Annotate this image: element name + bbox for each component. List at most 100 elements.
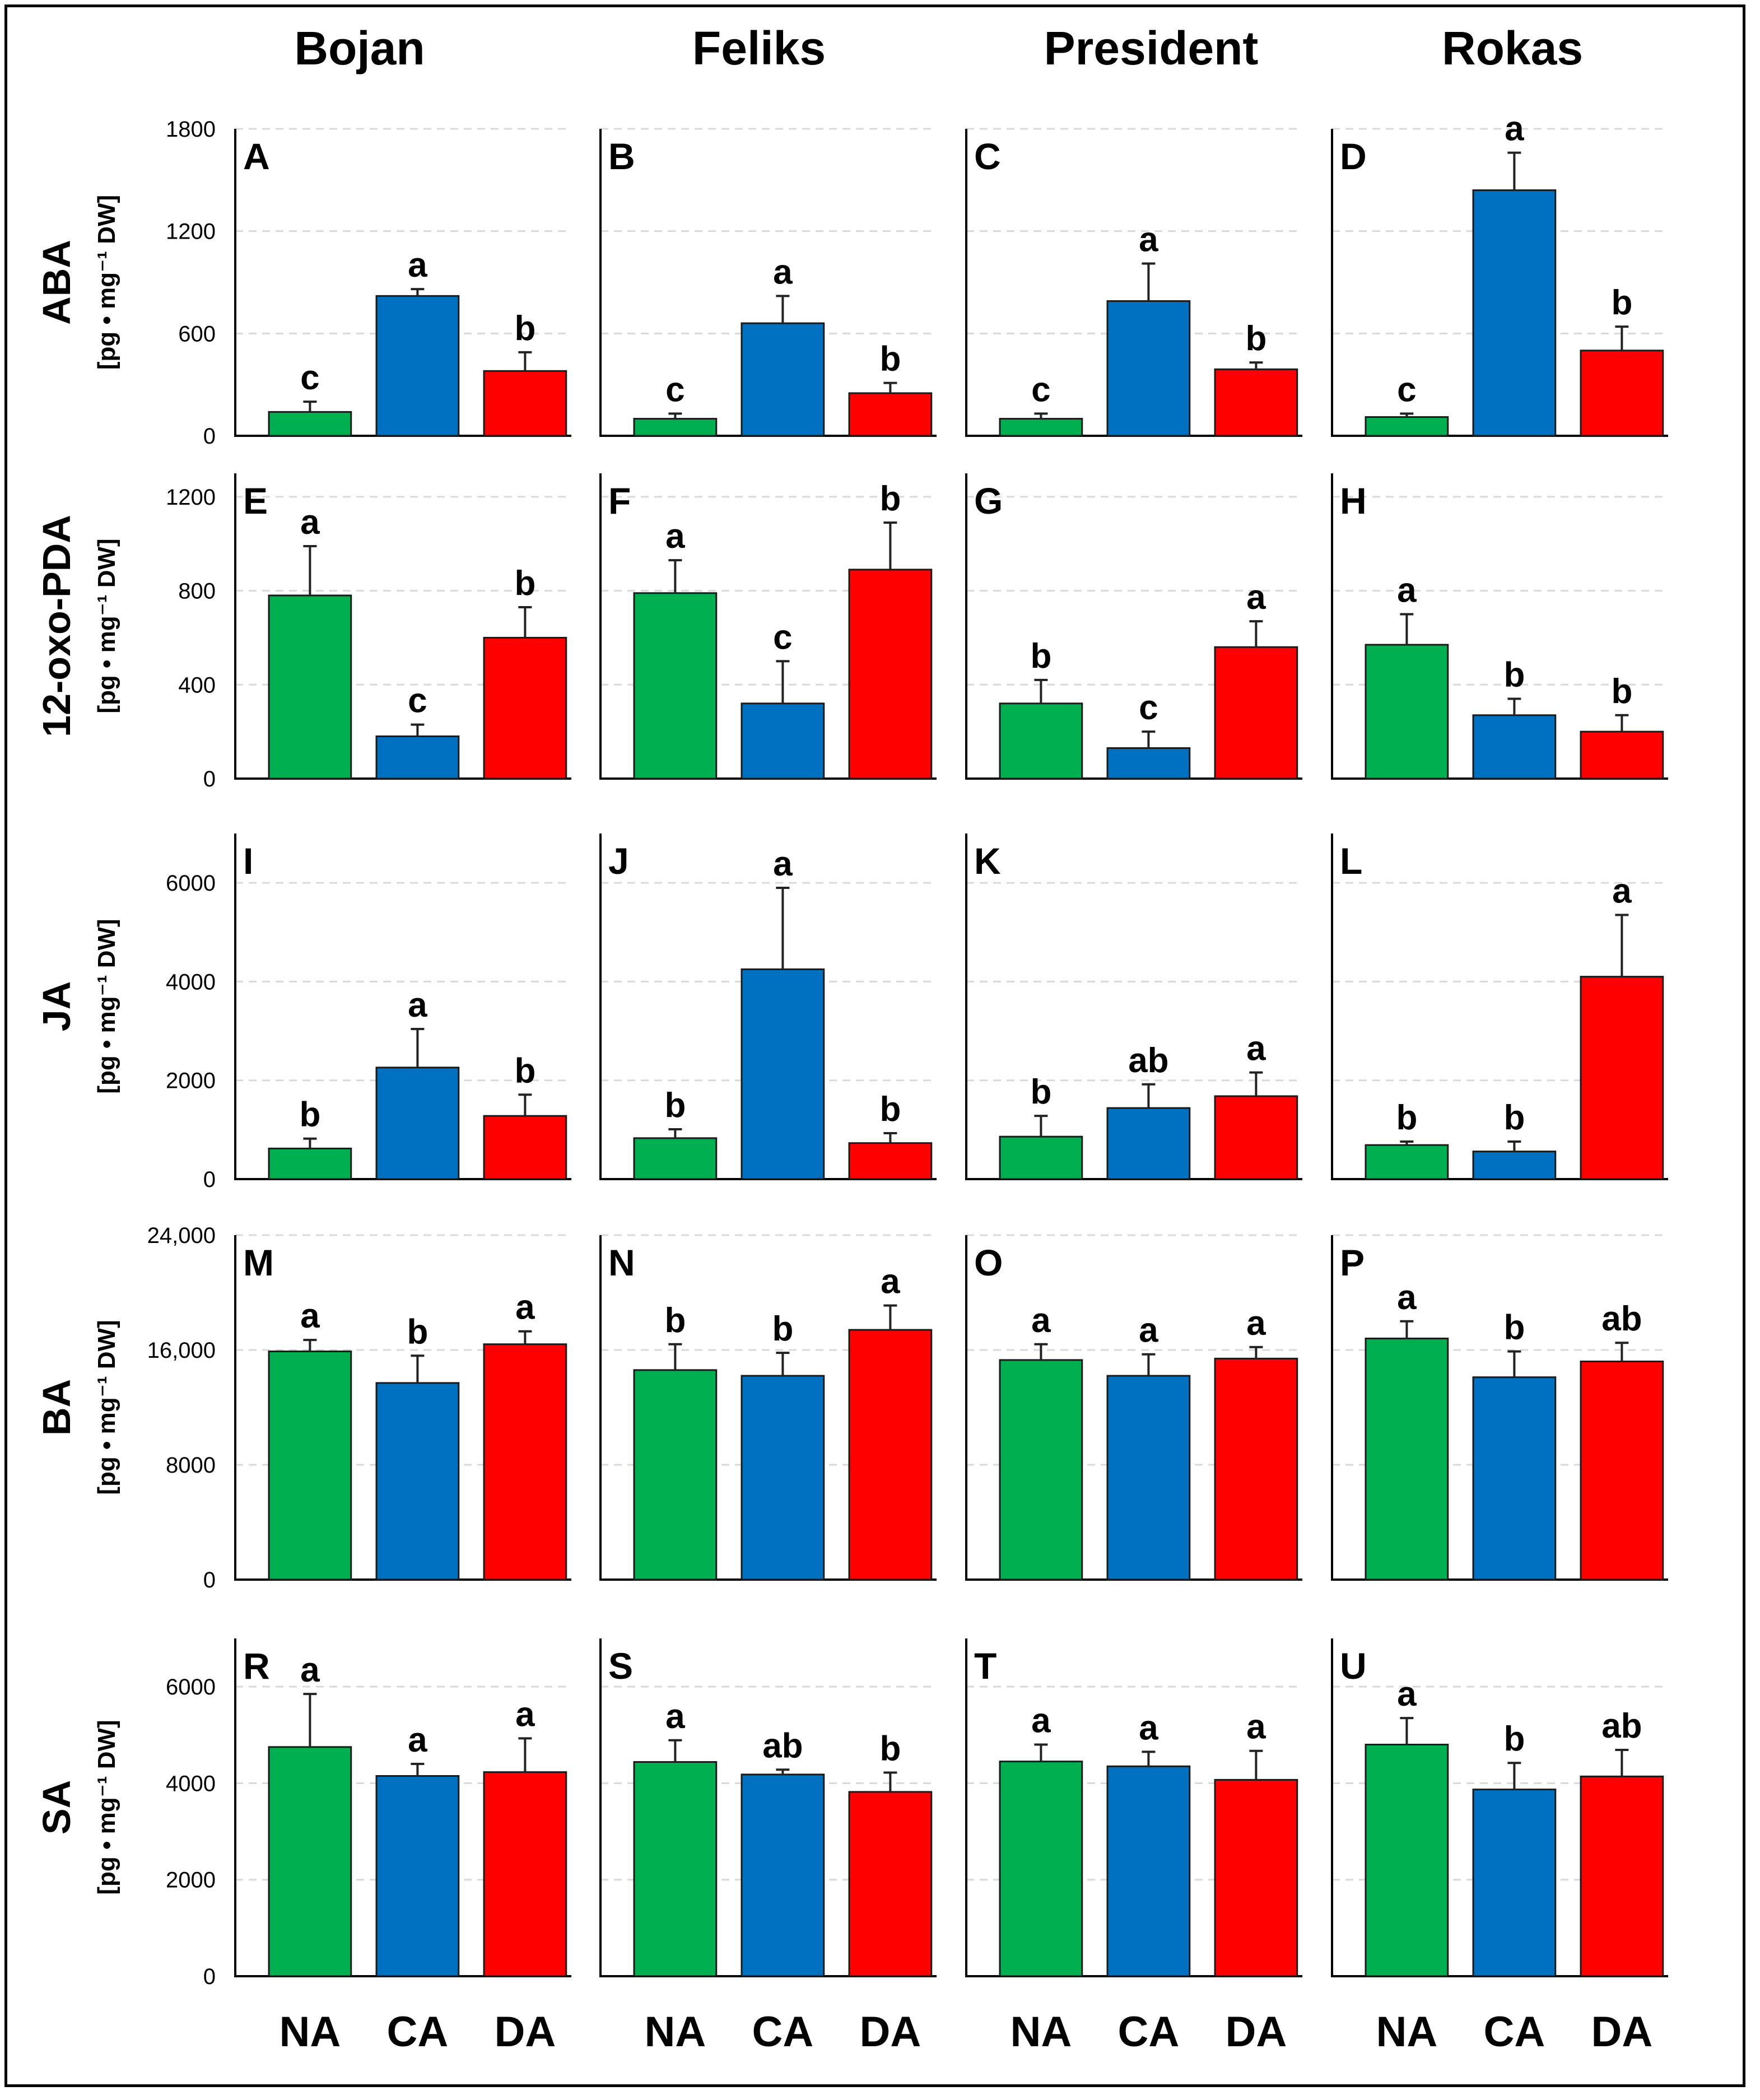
bar-da [1580,1775,1664,1977]
bar-ca [1472,1151,1557,1180]
significance-letter: b [1503,655,1525,694]
significance-letter: a [1397,571,1417,610]
y-tick-label: 1800 [166,117,216,142]
significance-letter: ab [1128,1041,1168,1080]
y-tick-label: 16,000 [147,1338,216,1363]
significance-letter: b [1503,1720,1525,1758]
significance-letter: a [1246,1708,1266,1747]
bar-da [1214,1095,1298,1180]
significance-letter: ab [1601,1707,1642,1745]
significance-letter: a [665,517,685,556]
column-header-rokas: Rokas [1442,22,1583,74]
significance-letter: a [1246,1304,1266,1343]
bar-da [848,1329,933,1581]
significance-letter: c [1139,688,1158,727]
significance-letter: a [515,1695,535,1734]
x-category-label-da: DA [1225,2008,1287,2056]
significance-letter: b [1030,637,1051,676]
significance-letter: a [881,1263,900,1301]
significance-letter: a [408,986,427,1025]
column-header-feliks: Feliks [692,22,826,74]
significance-letter: b [1503,1309,1525,1347]
bar-na [268,594,352,780]
significance-letter: c [773,618,792,656]
y-tick-label: 4000 [166,1771,216,1796]
significance-letter: a [300,1651,320,1689]
y-tick-label: 0 [203,424,216,449]
significance-letter: c [300,358,319,397]
bar-na [999,1761,1083,1977]
bar-ca [1106,300,1191,437]
panel-m: Ma b a [234,1234,571,1581]
significance-letter: b [664,1086,686,1125]
bar-da [483,636,567,780]
significance-letter: b [879,1090,901,1129]
significance-letter: a [1246,578,1266,617]
significance-letter: b [772,1310,793,1348]
panel-letter: B [608,136,635,177]
significance-letter: a [1031,1702,1051,1740]
bar-na [999,702,1083,780]
panel-o: Oa a a [965,1234,1302,1581]
y-tick-label: 24,000 [147,1223,216,1248]
bar-ca [375,1775,460,1977]
bar-da [1580,730,1664,780]
significance-letter: c [1397,370,1416,409]
bar-da [1214,368,1298,437]
unit-label: [pg • mg⁻¹ DW] [93,538,120,713]
bar-na [268,411,352,437]
y-tick-label: 6000 [166,871,216,896]
bar-da [483,1771,567,1977]
significance-letter: a [1031,1301,1051,1340]
bar-da [1214,1357,1298,1581]
row-label-ja: JA [35,981,78,1031]
significance-letter: a [773,845,793,883]
unit-label: [pg • mg⁻¹ DW] [93,1720,120,1894]
bar-da [483,370,567,437]
panel-f: Fa c b [599,473,937,780]
significance-letter: b [1245,319,1267,358]
significance-letter: b [1611,283,1632,322]
significance-letter: b [1030,1073,1051,1111]
x-category-label-na: NA [644,2008,706,2056]
significance-letter: a [665,1697,685,1736]
y-tick-label: 0 [203,767,216,791]
x-category-label-na: NA [279,2008,341,2056]
bar-da [848,569,933,780]
bar-na [999,1135,1083,1180]
panel-letter: C [974,136,1001,177]
panel-n: Nb b a [599,1234,937,1581]
panel-p: Pab ab [1331,1234,1668,1581]
significance-letter: a [1612,872,1632,910]
bar-da [1580,350,1664,437]
significance-letter: a [300,503,320,542]
row-label-sa: SA [35,1780,78,1834]
panel-letter: F [608,480,631,521]
panel-e: Ea c b [234,473,571,780]
bar-da [1214,1778,1298,1977]
row-label-ba: BA [35,1379,78,1436]
significance-letter: a [773,253,793,291]
panel-letter: O [974,1242,1003,1283]
y-tick-label: 800 [178,579,216,604]
significance-letter: ab [1601,1300,1642,1338]
significance-letter: c [1031,370,1050,409]
significance-letter: a [408,246,427,285]
bar-na [999,418,1083,437]
panel-j: Jb a b [599,834,937,1180]
significance-letter: b [299,1096,320,1134]
panel-a: Ac a b [234,128,571,437]
panel-letter: A [243,136,270,177]
significance-letter: b [879,1729,901,1768]
panel-c: Cc a b [965,128,1302,437]
panel-t: Ta a a [965,1638,1302,1977]
significance-letter: b [879,479,901,518]
y-tick-label: 400 [178,673,216,697]
significance-letter: b [879,340,901,379]
significance-letter: b [1396,1098,1417,1137]
x-category-label-da: DA [859,2008,921,2056]
y-tick-label: 0 [203,1964,216,1989]
significance-letter: a [408,1721,427,1759]
panel-letter: J [608,840,629,882]
